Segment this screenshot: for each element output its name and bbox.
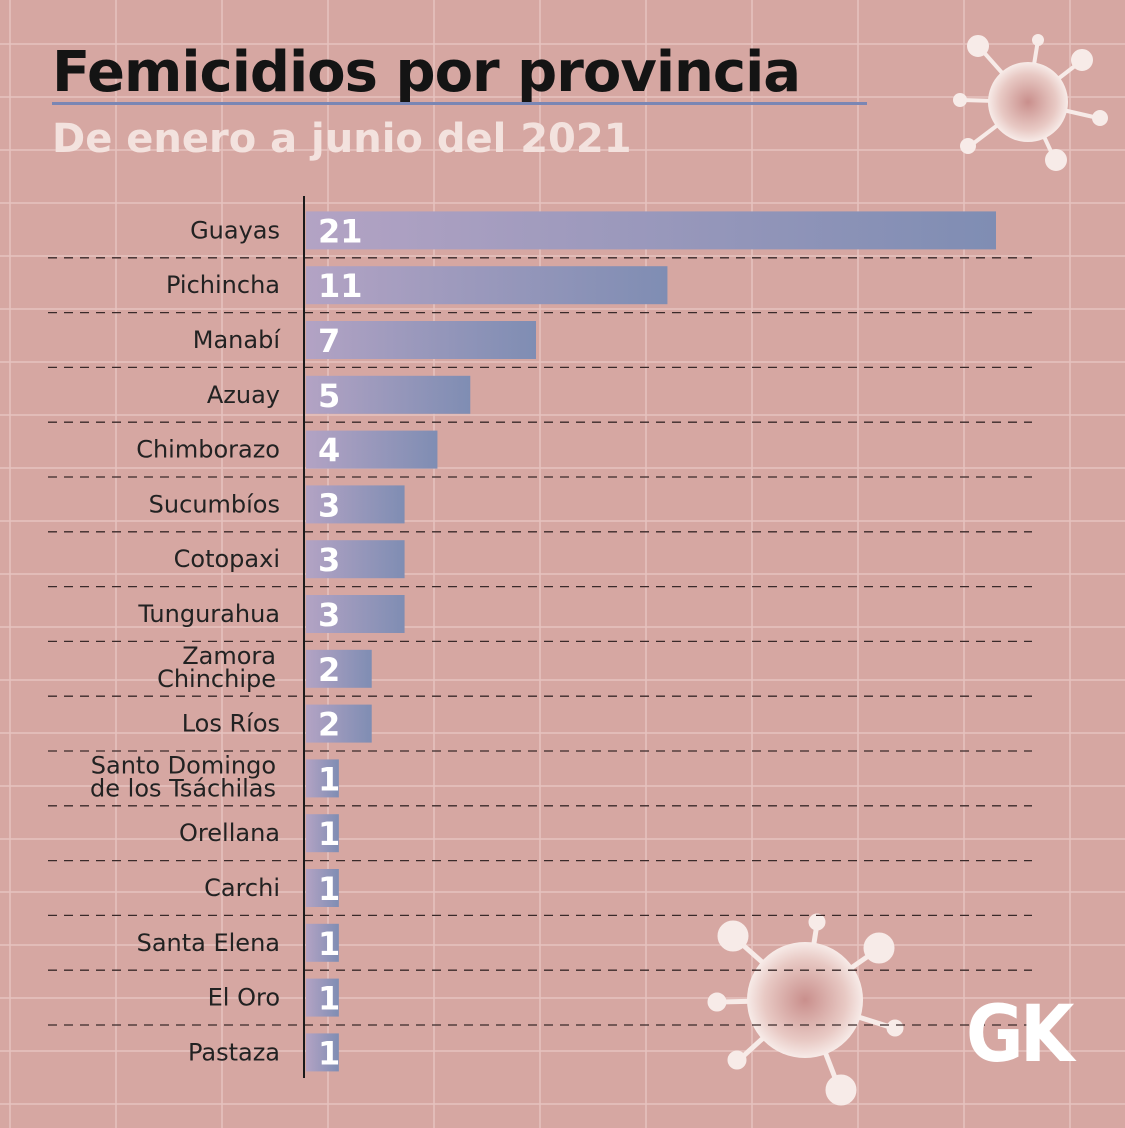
data-label: 1 [318,1034,340,1072]
data-label: 1 [318,925,340,963]
bar [306,649,372,688]
bar [306,704,372,743]
category-label: Manabí [193,326,282,354]
bar [306,211,996,250]
category-label: Santo Domingo de los Tsáchilas [90,751,276,802]
data-label: 4 [318,432,340,470]
gk-logo: GK [966,990,1074,1080]
category-label: Sucumbíos [149,490,280,518]
category-label: Zamora Chinchipe [157,642,276,693]
title-underline [52,102,867,105]
data-label: 2 [318,651,340,689]
bar [306,814,339,853]
bar [306,430,438,469]
data-label: 1 [318,870,340,908]
category-label: Chimborazo [136,436,280,464]
bar [306,375,471,414]
category-label: Orellana [179,819,280,847]
category-label: Pastaza [188,1038,280,1066]
category-label: Los Ríos [182,710,280,738]
data-label: 1 [318,980,340,1018]
data-label: 5 [318,377,340,415]
bar [306,540,405,579]
bar [306,321,536,359]
bar [306,266,668,305]
data-label: 3 [318,541,340,579]
chart-title: Femicidios por provincia [52,40,801,105]
bar [306,1033,339,1072]
bar [306,923,339,962]
category-label: Pichincha [166,271,280,299]
bar [306,485,405,524]
data-label: 3 [318,486,340,524]
data-label: 11 [318,267,363,305]
virus-icon [953,34,1108,171]
bar [306,595,405,633]
data-label: 1 [318,760,340,798]
data-label: 3 [318,596,340,634]
bar [306,869,339,907]
category-label: Azuay [207,381,280,409]
bar [306,759,339,798]
data-label: 7 [318,322,340,360]
data-label: 1 [318,815,340,853]
category-label: Cotopaxi [174,545,280,573]
virus-icon [707,913,904,1106]
chart-subtitle: De enero a junio del 2021 [52,116,632,162]
category-label: El Oro [208,984,280,1012]
data-label: 2 [318,706,340,744]
bar [306,978,339,1017]
category-label: Carchi [204,874,280,902]
data-label: 21 [318,212,363,250]
category-label: Guayas [190,216,280,244]
category-label: Santa Elena [137,929,280,957]
category-label: Tungurahua [137,600,280,628]
